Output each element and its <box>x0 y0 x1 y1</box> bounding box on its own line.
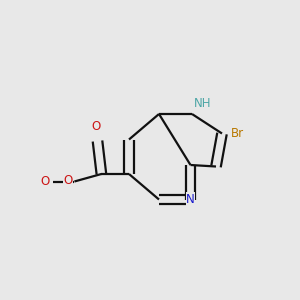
Text: O: O <box>92 121 100 134</box>
Text: NH: NH <box>194 98 211 110</box>
Text: N: N <box>186 193 195 206</box>
Text: O: O <box>63 174 73 188</box>
Text: O: O <box>40 175 50 188</box>
Text: Br: Br <box>231 127 244 140</box>
